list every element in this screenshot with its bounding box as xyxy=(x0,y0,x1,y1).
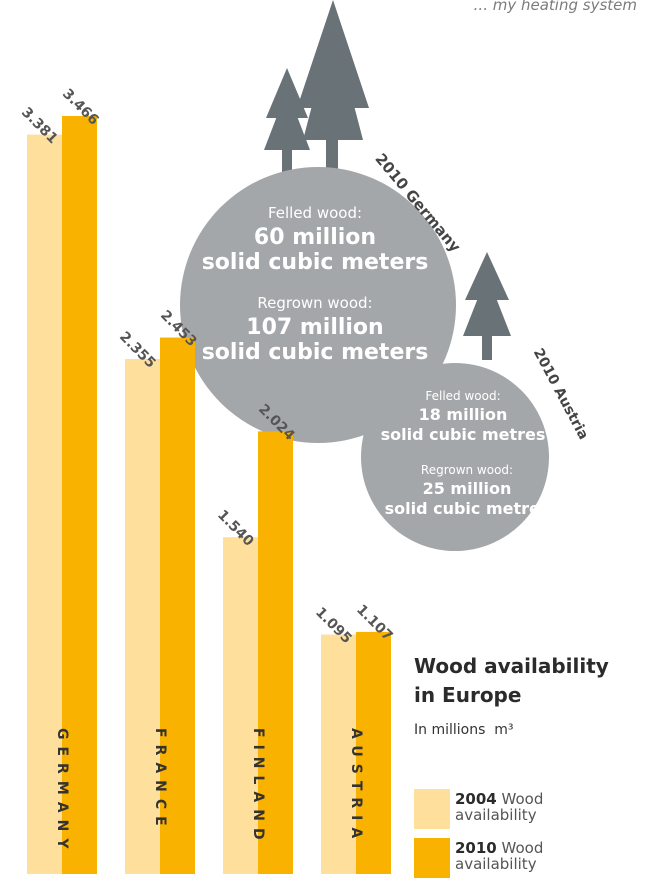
austria-regrown-value: 25 million xyxy=(423,479,512,498)
tree-icons xyxy=(264,0,511,360)
germany-felled-value: 60 million xyxy=(254,225,376,250)
germany-callout-circle xyxy=(180,167,456,443)
legend-swatch-2010 xyxy=(414,838,450,878)
austria-felled-label: Felled wood: xyxy=(425,389,500,403)
bar-2010-finland xyxy=(258,431,293,874)
chart-title: Wood availability in Europe xyxy=(414,652,609,710)
bar-2004-austria xyxy=(321,634,356,874)
austria-callout-circle xyxy=(361,363,549,551)
germany-regrown-value: 107 million xyxy=(246,315,383,340)
bar-2004-france xyxy=(125,358,160,874)
legend-item-2010: 2010 Wood availability xyxy=(414,838,634,878)
unit-label: In millions m³ xyxy=(414,722,514,738)
bar-2004-finland xyxy=(223,537,258,874)
legend-item-2004: 2004 Wood availability xyxy=(414,789,634,829)
bar-2010-germany xyxy=(62,116,97,874)
germany-felled-unit: solid cubic meters xyxy=(202,250,429,275)
tree-icon xyxy=(264,68,310,180)
austria-regrown-unit: solid cubic metres xyxy=(385,499,550,518)
austria-felled-value: 18 million xyxy=(419,405,508,424)
germany-felled-label: Felled wood: xyxy=(268,204,362,222)
bar-2010-austria xyxy=(356,631,391,874)
category-label-france: FRANCE xyxy=(152,728,168,833)
germany-regrown-unit: solid cubic meters xyxy=(202,340,429,365)
austria-felled-unit: solid cubic metres xyxy=(381,425,546,444)
chart-title-line: Wood availability xyxy=(414,654,609,678)
category-label-austria: AUSTRIA xyxy=(348,728,364,845)
tagline: ... my heating system xyxy=(473,0,637,14)
tree-icon xyxy=(297,0,369,180)
legend-label-2004: 2004 Wood availability xyxy=(455,790,544,824)
unit: m³ xyxy=(494,722,514,738)
category-label-finland: FINLAND xyxy=(250,728,266,847)
austria-regrown-label: Regrown wood: xyxy=(421,463,513,477)
legend-swatch-2004 xyxy=(414,789,450,829)
chart-title-line: in Europe xyxy=(414,683,522,707)
bar-2010-france xyxy=(160,337,195,874)
category-label-germany: GERMANY xyxy=(54,728,70,855)
austria-callout: Felled wood: 18 million solid cubic metr… xyxy=(381,389,550,518)
legend-label-2010: 2010 Wood availability xyxy=(455,839,544,873)
unit-prefix: In millions xyxy=(414,722,486,738)
germany-regrown-label: Regrown wood: xyxy=(257,294,372,312)
tree-icon xyxy=(463,252,511,360)
bar-2004-germany xyxy=(27,134,62,874)
germany-callout: Felled wood: 60 million solid cubic mete… xyxy=(202,204,429,365)
